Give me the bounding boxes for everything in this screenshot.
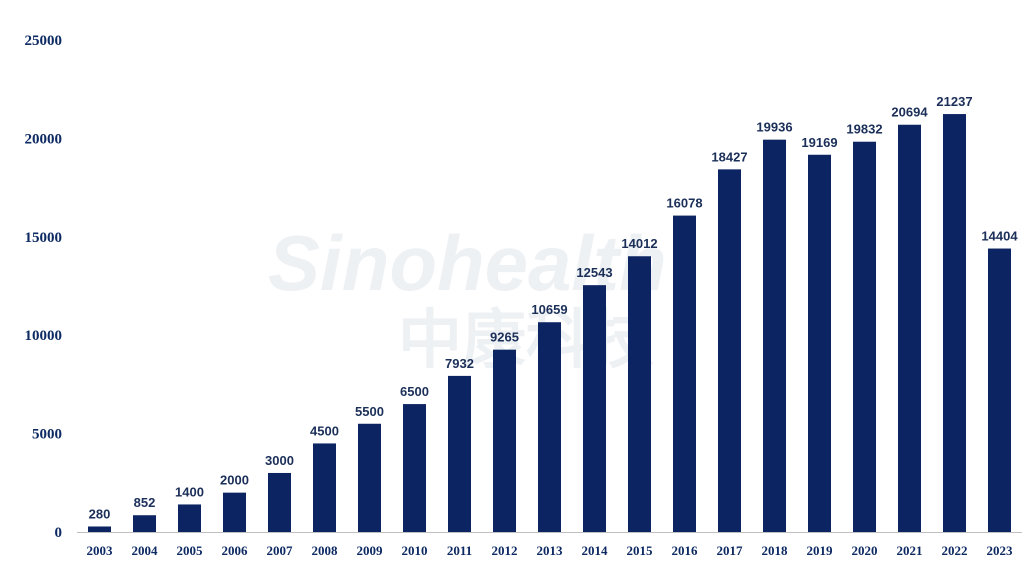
- x-tick-label: 2004: [132, 543, 159, 558]
- data-label: 3000: [265, 453, 294, 468]
- data-labels: 280 852 1400 2000 3000 4500 5500 6500 7932 9265 10…: [89, 94, 1019, 521]
- bar-2014: [583, 285, 606, 532]
- bar-2018: [763, 139, 786, 532]
- bar-2005: [178, 504, 201, 532]
- data-label: 19936: [756, 120, 792, 135]
- x-axis: 2003 2004 2005 2006 2007 2008 2009 2010 2011 2012…: [87, 543, 1014, 558]
- y-tick-label: 15000: [25, 230, 63, 246]
- data-label: 9265: [490, 330, 519, 345]
- bar-series: [88, 114, 1011, 533]
- bar-2020: [853, 141, 876, 532]
- data-label: 280: [89, 506, 111, 521]
- y-tick-label: 10000: [25, 328, 63, 344]
- bar-2019: [808, 154, 831, 532]
- data-label: 20694: [891, 105, 928, 120]
- bar-2011: [448, 375, 471, 532]
- bar-2009: [358, 423, 381, 532]
- data-label: 6500: [400, 384, 429, 399]
- data-label: 19169: [801, 135, 837, 150]
- x-tick-label: 2014: [582, 543, 609, 558]
- x-tick-label: 2020: [852, 543, 878, 558]
- bar-2023: [988, 248, 1011, 532]
- bar-2017: [718, 169, 741, 533]
- bar-2006: [223, 492, 246, 532]
- y-tick-label: 20000: [25, 131, 63, 147]
- bar-2015: [628, 256, 651, 532]
- data-label: 10659: [531, 302, 567, 317]
- y-axis: 0 5000 10000 15000 20000 25000: [25, 33, 63, 541]
- x-tick-label: 2003: [87, 543, 114, 558]
- y-tick-label: 0: [55, 525, 63, 541]
- bar-2008: [313, 443, 336, 532]
- data-label: 14012: [621, 236, 657, 251]
- data-label: 18427: [711, 149, 747, 164]
- data-label: 7932: [445, 356, 474, 371]
- x-tick-label: 2017: [717, 543, 744, 558]
- bar-2003: [88, 526, 111, 532]
- x-tick-label: 2016: [672, 543, 699, 558]
- x-tick-label: 2022: [942, 543, 968, 558]
- bar-2010: [403, 404, 426, 532]
- bar-2022: [943, 114, 966, 532]
- bar-2012: [493, 349, 516, 532]
- x-tick-label: 2012: [492, 543, 518, 558]
- watermark-text-cn: 中康科技: [398, 304, 654, 378]
- x-tick-label: 2021: [897, 543, 923, 558]
- x-tick-label: 2015: [627, 543, 654, 558]
- x-tick-label: 2009: [357, 543, 384, 558]
- data-label: 852: [134, 495, 156, 510]
- data-label: 21237: [936, 94, 972, 109]
- bar-2007: [268, 472, 291, 532]
- data-label: 14404: [981, 229, 1018, 244]
- x-tick-label: 2010: [402, 543, 428, 558]
- data-label: 2000: [220, 473, 249, 488]
- x-tick-label: 2008: [312, 543, 339, 558]
- x-tick-label: 2011: [447, 543, 472, 558]
- x-tick-label: 2005: [177, 543, 204, 558]
- x-tick-label: 2018: [762, 543, 789, 558]
- x-tick-label: 2023: [987, 543, 1014, 558]
- watermark: Sinohealth 中康科技: [268, 219, 667, 378]
- x-tick-label: 2006: [222, 543, 249, 558]
- watermark-text-en: Sinohealth: [268, 219, 667, 307]
- data-label: 5500: [355, 404, 384, 419]
- data-label: 12543: [576, 265, 612, 280]
- data-label: 4500: [310, 423, 339, 438]
- data-label: 1400: [175, 484, 204, 499]
- bar-2004: [133, 515, 156, 532]
- bar-2016: [673, 215, 696, 532]
- data-label: 16078: [666, 196, 702, 211]
- bar-2013: [538, 322, 561, 532]
- x-tick-label: 2013: [537, 543, 564, 558]
- x-tick-label: 2007: [267, 543, 294, 558]
- data-label: 19832: [846, 122, 882, 137]
- bar-2021: [898, 124, 921, 533]
- x-tick-label: 2019: [807, 543, 834, 558]
- y-tick-label: 5000: [32, 427, 62, 443]
- y-tick-label: 25000: [25, 33, 63, 49]
